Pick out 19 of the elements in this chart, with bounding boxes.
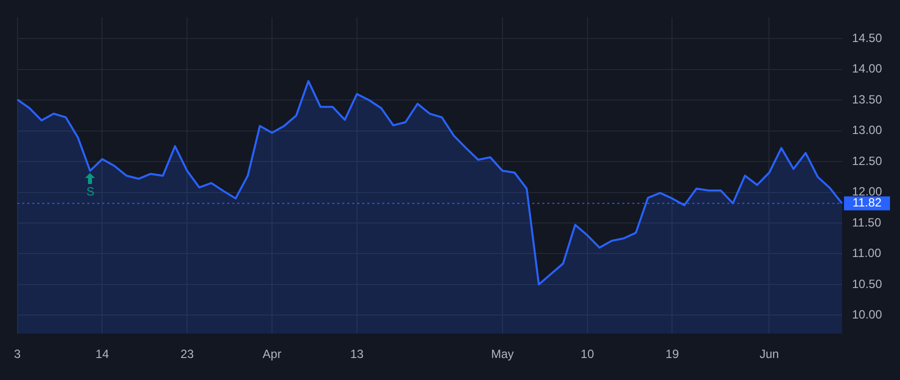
x-tick-label: 13	[350, 347, 364, 362]
x-tick-label: May	[491, 347, 514, 362]
y-tick-label: 14.50	[852, 31, 882, 46]
x-tick-label: Apr	[262, 347, 282, 362]
y-tick-label: 13.00	[852, 123, 882, 138]
y-tick-label: 12.50	[852, 154, 882, 168]
x-tick-label: 23	[180, 347, 194, 362]
y-tick-label: 10.50	[852, 276, 882, 291]
x-tick-label: Jun	[760, 347, 779, 362]
y-tick-label: 11.00	[852, 246, 882, 260]
x-tick-label: 10	[580, 347, 594, 362]
x-tick-label: 19	[666, 347, 680, 362]
y-tick-label: 13.50	[852, 92, 882, 106]
annotation: S	[86, 184, 94, 198]
y-tick-label: 10.00	[852, 307, 882, 322]
y-tick-label: 11.50	[852, 215, 882, 230]
y-tick-label: 14.00	[852, 62, 882, 76]
x-tick-label: 14	[96, 347, 110, 362]
x-tick-label: 3	[14, 347, 21, 362]
